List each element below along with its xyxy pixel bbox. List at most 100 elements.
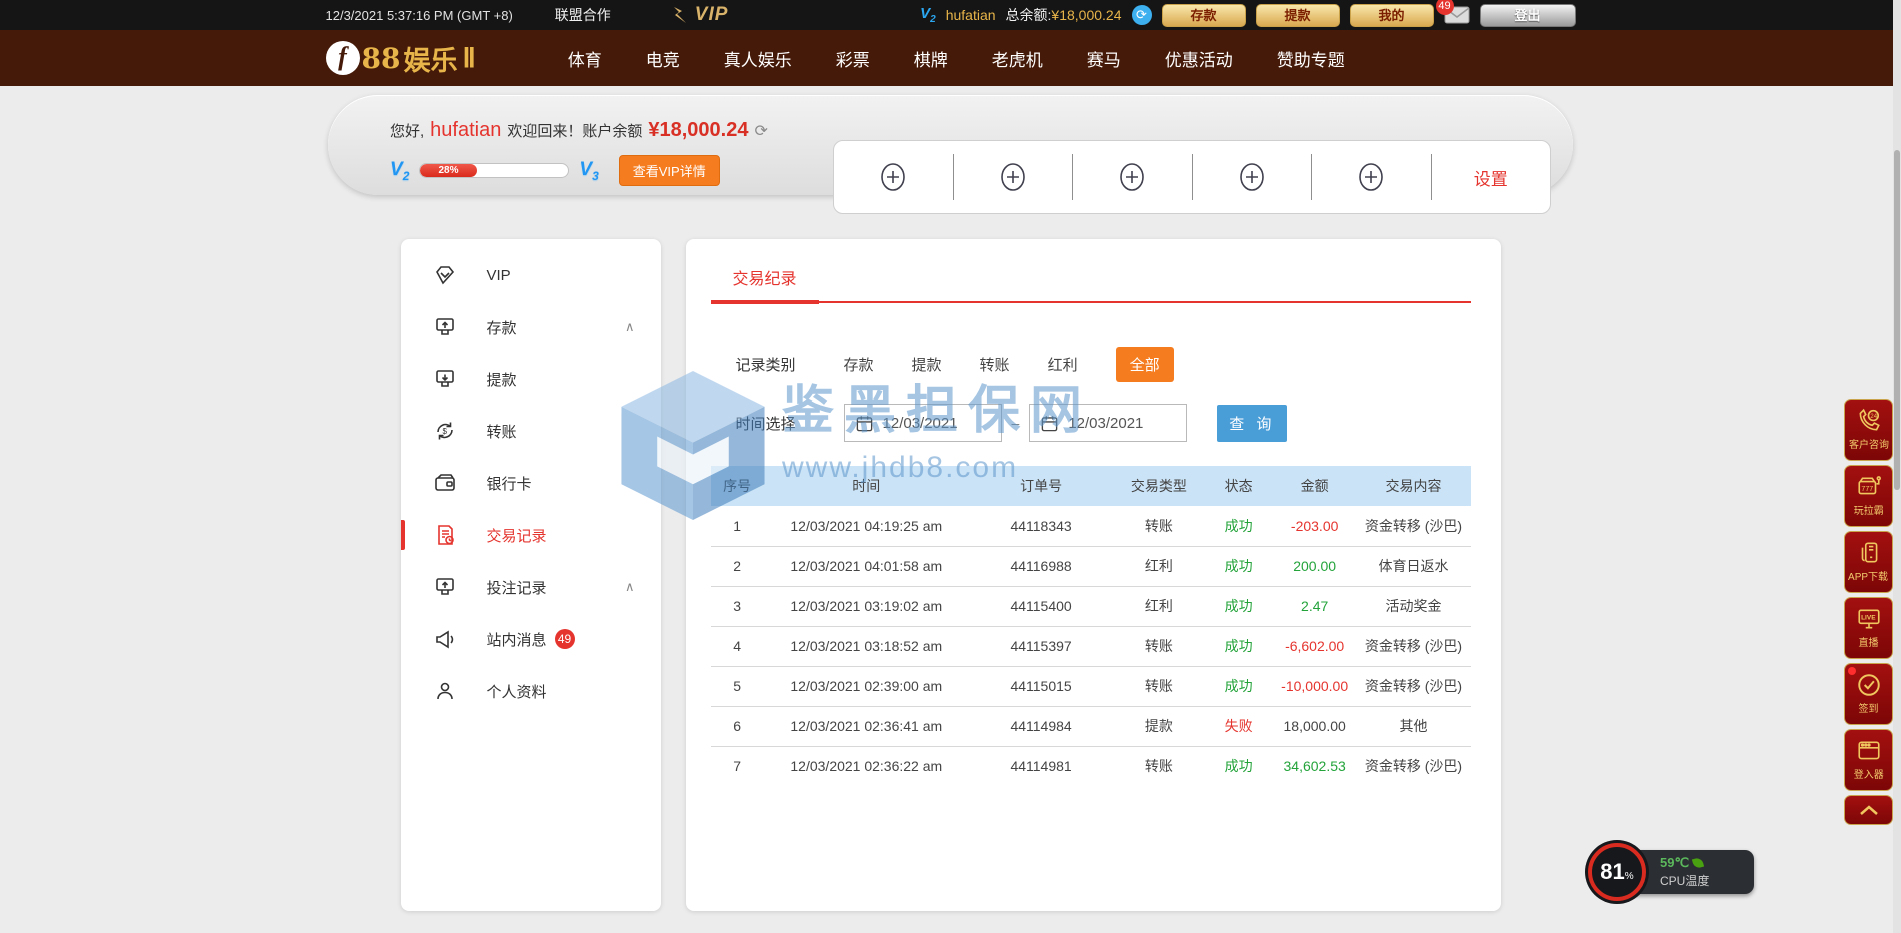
transaction-panel: 交易纪录 记录类别 存款 提款 转账 红利 全部 时间选择 12/03/2021…	[685, 239, 1501, 911]
check-in-button[interactable]: 签到	[1844, 663, 1893, 725]
table-row: 7 12/03/2021 02:36:22 am 44114981 转账 成功 34,60…	[733, 758, 1463, 775]
launcher-button[interactable]: 登入器	[1844, 729, 1893, 791]
deposit-machine-icon	[435, 318, 454, 335]
sidebar-item-transfer[interactable]: $ 转账	[401, 405, 661, 457]
username: hufatian	[945, 7, 996, 23]
customer-service-button[interactable]: 24 客户咨询	[1844, 399, 1893, 461]
col-status: 状态	[1204, 466, 1273, 506]
logout-button[interactable]: 登出	[1479, 3, 1576, 27]
table-row: 2 12/03/2021 04:01:58 am 44116988 红利 成功 200.0…	[710, 546, 1471, 587]
nav-item-sports[interactable]: 体育	[567, 50, 602, 70]
filter-option-deposit[interactable]: 存款	[843, 357, 874, 374]
scroll-top-button[interactable]	[1844, 795, 1893, 825]
transaction-record-icon	[437, 525, 454, 545]
sidebar-item-vip[interactable]: VIP	[401, 249, 661, 301]
quick-add-slot-3[interactable]	[1073, 141, 1192, 213]
page-scrollbar	[1893, 0, 1901, 933]
chevron-up-icon[interactable]: ∧	[624, 579, 635, 594]
profile-icon	[436, 682, 453, 700]
chevron-up-icon[interactable]: ∧	[624, 319, 635, 334]
col-no: 序号	[710, 466, 764, 506]
check-in-icon	[1857, 674, 1880, 696]
affiliate-link[interactable]: 联盟合作	[554, 7, 611, 23]
topbar: 12/3/2021 5:37:16 PM (GMT +8) 联盟合作 VIP V…	[0, 0, 1901, 30]
sidebar-item-deposit[interactable]: 存款 ∧	[401, 301, 661, 353]
sidebar-item-withdraw[interactable]: 提款	[401, 353, 661, 405]
vip-logo[interactable]: VIP	[671, 4, 729, 26]
balance-value: ¥18,000.24	[1051, 7, 1122, 23]
greeting-prefix: 您好,	[390, 123, 425, 140]
account-sidebar: VIP 存款 ∧ 提款 $ 转账 银行卡 交易记录 投注记录 ∧	[400, 239, 661, 911]
filter-option-bonus[interactable]: 红利	[1047, 357, 1078, 374]
sidebar-item-transaction-records[interactable]: 交易记录	[400, 509, 661, 561]
live-stream-button[interactable]: LIVE 直播	[1844, 597, 1893, 659]
filter-label: 记录类别	[735, 357, 796, 374]
deposit-button[interactable]: 存款	[1161, 3, 1246, 27]
vip-level-badge: V2	[920, 5, 936, 25]
datetime: 12/3/2021 5:37:16 PM (GMT +8)	[325, 7, 513, 23]
search-button[interactable]: 查 询	[1217, 404, 1288, 442]
quick-add-slot-1[interactable]	[834, 141, 953, 213]
slots-button[interactable]: 777 玩拉霸	[1844, 465, 1893, 527]
col-time: 时间	[763, 466, 969, 506]
filter-option-all[interactable]: 全部	[1115, 347, 1174, 382]
launcher-icon	[1857, 741, 1880, 760]
nav-item-promotions[interactable]: 优惠活动	[1164, 50, 1233, 70]
float-action-bar: 24 客户咨询 777 玩拉霸 APP下载 LIVE 直播 签到 登入器	[1844, 399, 1893, 825]
transaction-table: 序号 时间 订单号 交易类型 状态 金额 交易内容 1 12/03/2021 04…	[710, 466, 1471, 786]
date-from-input[interactable]: 12/03/2021	[843, 404, 1002, 442]
transfer-icon: $	[436, 422, 453, 440]
date-filter-label: 时间选择	[735, 415, 796, 433]
vip-current-badge: V2	[390, 158, 410, 183]
nav-item-slots[interactable]: 老虎机	[991, 50, 1043, 70]
my-account-button[interactable]: 我的	[1349, 3, 1434, 27]
slot-machine-icon: 777	[1857, 476, 1881, 495]
tab-transaction-records[interactable]: 交易纪录	[710, 265, 819, 304]
date-to-input[interactable]: 12/03/2021	[1029, 404, 1188, 442]
quick-add-slot-4[interactable]	[1193, 141, 1312, 213]
nav-item-lottery[interactable]: 彩票	[835, 50, 870, 70]
table-row: 4 12/03/2021 03:18:52 am 44115397 转账 成功 -6,60…	[710, 626, 1471, 667]
sidebar-item-bank-card[interactable]: 银行卡	[401, 457, 661, 509]
refresh-balance-icon[interactable]: ⟳	[1131, 5, 1152, 25]
nav-menu: 体育 电竞 真人娱乐 彩票 棋牌 老虎机 赛马 优惠活动 赞助专题	[568, 46, 1345, 71]
message-count-badge: 49	[554, 629, 575, 649]
svg-text:24: 24	[1870, 414, 1877, 420]
scrollbar-thumb[interactable]	[1894, 150, 1900, 490]
sidebar-item-messages[interactable]: 站内消息 49	[401, 613, 661, 665]
nav-item-live-casino[interactable]: 真人娱乐	[723, 50, 792, 70]
date-separator: –	[1011, 415, 1020, 431]
nav-item-sponsorship[interactable]: 赞助专题	[1276, 50, 1345, 70]
vip-next-badge: V3	[579, 158, 599, 183]
nav-item-horse-racing[interactable]: 赛马	[1086, 50, 1121, 70]
chevron-up-icon	[1859, 805, 1878, 815]
app-download-button[interactable]: APP下载	[1844, 531, 1893, 593]
leaf-icon	[1691, 856, 1705, 870]
col-amount: 金额	[1272, 466, 1357, 506]
quick-add-slot-2[interactable]	[954, 141, 1073, 213]
cpu-temp-label: CPU温度	[1660, 874, 1710, 888]
refresh-balance-icon[interactable]: ⟳	[754, 122, 768, 140]
welcome-username: hufatian	[430, 119, 502, 141]
filter-option-withdraw[interactable]: 提款	[911, 357, 942, 374]
service-24-icon: 24	[1859, 408, 1880, 431]
nav-item-esports[interactable]: 电竞	[645, 50, 680, 70]
settings-button[interactable]: 设置	[1473, 169, 1508, 189]
logo-f-ball: f	[325, 41, 360, 75]
quick-add-slot-5[interactable]	[1312, 141, 1431, 213]
date-filter: 时间选择 12/03/2021 – 12/03/2021 查 询	[736, 404, 1471, 442]
mail-count-badge: 49	[1435, 0, 1454, 15]
sidebar-item-profile[interactable]: 个人资料	[401, 665, 661, 717]
table-row: 1 12/03/2021 04:19:25 am 44118343 转账 成功 -203.…	[710, 506, 1471, 547]
calendar-icon	[1042, 415, 1058, 431]
site-logo[interactable]: f 88 娱乐 Ⅱ	[325, 39, 476, 78]
filter-option-transfer[interactable]: 转账	[979, 357, 1010, 374]
withdraw-machine-icon	[435, 370, 454, 387]
cpu-usage-gauge: 81 %	[1588, 843, 1646, 901]
vip-detail-button[interactable]: 查看VIP详情	[618, 155, 720, 186]
nav-item-board-games[interactable]: 棋牌	[913, 50, 948, 70]
withdraw-button[interactable]: 提款	[1255, 3, 1340, 27]
mail-icon[interactable]: 49	[1435, 0, 1470, 25]
cpu-temperature: 59℃	[1660, 855, 1690, 870]
sidebar-item-bet-records[interactable]: 投注记录 ∧	[401, 561, 661, 613]
